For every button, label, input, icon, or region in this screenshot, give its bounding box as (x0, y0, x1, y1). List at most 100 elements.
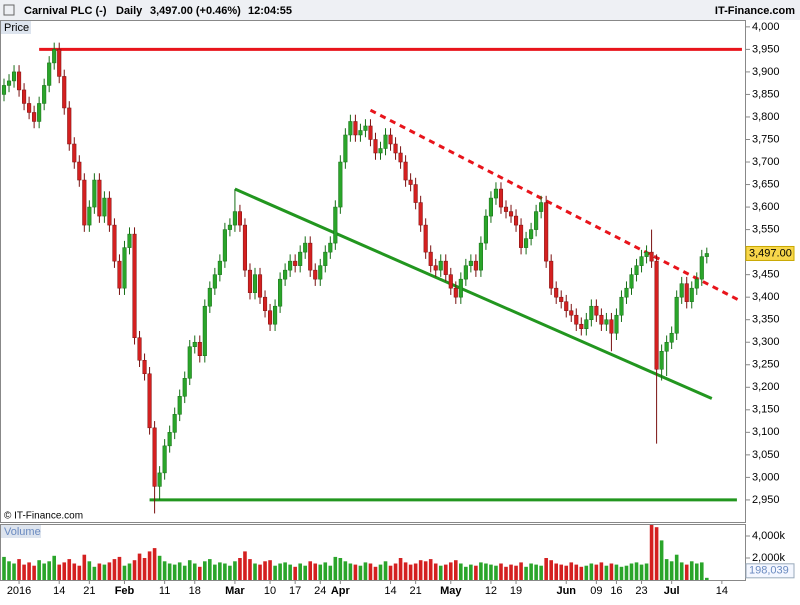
volume-bar (308, 561, 313, 580)
candle-body (333, 206, 338, 244)
volume-bar (524, 566, 528, 580)
volume-bar (243, 551, 247, 580)
volume-bar (157, 555, 162, 580)
volume-bar (639, 564, 644, 580)
volume-bar (594, 564, 599, 580)
candle-body (348, 121, 353, 136)
volume-bar (624, 565, 629, 580)
y-tick-label: 2,000k (752, 552, 786, 564)
candle-body (363, 125, 368, 131)
y-tick-label: 3,700 (752, 156, 780, 168)
volume-bar (499, 563, 503, 580)
volume-bar (649, 525, 654, 580)
candle-body (192, 341, 197, 347)
volume-bar (177, 562, 182, 580)
volume-bar (589, 563, 594, 580)
y-tick-label: 3,050 (752, 449, 780, 461)
volume-bar (112, 559, 117, 580)
volume-bar (2, 556, 6, 580)
candle-body (1, 85, 7, 95)
volume-bar (37, 560, 41, 580)
candle-body (137, 337, 142, 361)
copyright: © IT-Finance.com (4, 511, 83, 522)
x-tick-label: 10 (264, 585, 276, 597)
candle-body (659, 350, 664, 370)
candle-body (463, 265, 468, 280)
volume-bar (97, 563, 102, 580)
volume-bar (629, 563, 634, 580)
candle-body (47, 62, 52, 86)
candle-body (252, 274, 258, 293)
x-tick-label: Apr (331, 585, 351, 597)
volume-bar (664, 559, 669, 580)
candle-body (589, 305, 594, 320)
candle-body (669, 332, 674, 343)
candle-body (408, 179, 413, 185)
candle-body (423, 224, 428, 253)
price-label-bg (1, 21, 31, 34)
candle-body (117, 260, 122, 289)
candle-body (629, 274, 634, 289)
candle-body (82, 179, 87, 226)
volume-bar (117, 556, 122, 580)
y-tick-label: 3,550 (752, 224, 780, 236)
y-tick-label: 3,000 (752, 471, 780, 483)
candle-body (433, 265, 438, 271)
candle-body (604, 319, 609, 325)
period: Daily (116, 5, 143, 17)
candle-body (162, 445, 167, 474)
last-volume-box (745, 563, 795, 579)
candle-body (52, 49, 57, 64)
volume-bar (479, 562, 483, 580)
candle-body (679, 283, 684, 298)
candle-body (27, 103, 32, 113)
candle-body (478, 242, 483, 271)
candle-body (112, 224, 117, 262)
candle-body (11, 71, 17, 82)
candle-body (438, 260, 443, 271)
volume-bar (208, 559, 212, 580)
candle-body (237, 211, 242, 226)
volume-bar (172, 564, 177, 580)
candle-body (308, 242, 313, 271)
volume-bar (268, 560, 272, 580)
candle-body (674, 296, 679, 334)
volume-bar (283, 562, 287, 580)
volume-bar (398, 558, 403, 580)
x-tick-label: 14 (53, 585, 65, 597)
candle-body (278, 278, 283, 307)
volume-bar (579, 566, 584, 580)
candle-body (624, 287, 629, 298)
volume-bar (423, 561, 428, 580)
volume-bar (604, 565, 609, 580)
candle-body (524, 238, 529, 248)
candle-body (684, 283, 689, 302)
candle-body (288, 260, 293, 271)
volume-bar (474, 565, 478, 580)
volume-bar (378, 564, 383, 580)
candle-body (22, 89, 27, 104)
volume-bar (87, 561, 92, 580)
candle-body (564, 301, 569, 311)
menu-icon[interactable] (3, 4, 15, 16)
y-tick-label: 4,000 (752, 21, 780, 33)
candle-body (77, 161, 82, 181)
volume-bar (679, 562, 684, 580)
candle-body (488, 197, 493, 217)
volume-bar (514, 565, 518, 580)
y-tick-label: 4,000k (752, 530, 786, 542)
volume-bar (42, 563, 46, 580)
volume-bar (358, 565, 363, 580)
volume-bar (574, 564, 579, 580)
candle-body (293, 260, 298, 266)
volume-bar (253, 563, 257, 580)
volume-bar (428, 559, 433, 580)
volume-bar (258, 564, 262, 580)
candle-body (579, 323, 584, 329)
candle-body (92, 179, 97, 208)
candle-body (694, 278, 699, 289)
volume-bar (694, 563, 699, 580)
volume-bar (192, 563, 197, 580)
x-tick-label: May (440, 585, 462, 597)
candle-body (534, 211, 539, 230)
